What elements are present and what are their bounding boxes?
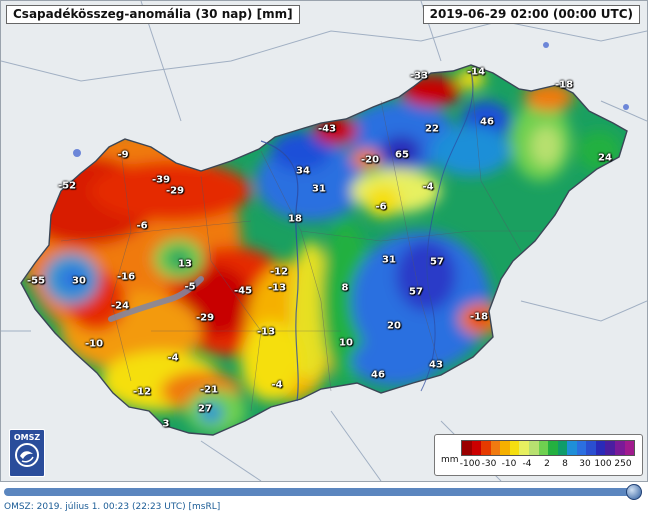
anomaly-value-label: 30 <box>72 275 86 287</box>
anomaly-value-label: 46 <box>480 116 494 128</box>
legend-color-bar <box>461 440 635 456</box>
legend-tick-label: -100 <box>459 459 481 469</box>
anomaly-value-label: -13 <box>267 282 287 294</box>
legend-tick-label: 250 <box>614 459 632 469</box>
legend-swatch <box>624 441 635 455</box>
legend-swatch <box>519 441 529 455</box>
anomaly-value-label: -5 <box>184 281 196 293</box>
anomaly-value-label: 3 <box>162 418 170 430</box>
anomaly-value-label: -6 <box>375 201 387 213</box>
legend-swatch <box>615 441 625 455</box>
anomaly-value-label: -16 <box>116 271 136 283</box>
anomaly-value-label: -14 <box>466 66 486 78</box>
anomaly-value-label: -12 <box>269 266 289 278</box>
omsz-logo: OMSZ <box>9 429 45 477</box>
anomaly-value-label: -29 <box>165 185 185 197</box>
anomaly-value-label: -43 <box>317 123 337 135</box>
anomaly-value-label: -20 <box>360 154 380 166</box>
anomaly-value-label: -4 <box>422 181 434 193</box>
legend-swatch <box>576 441 587 455</box>
anomaly-value-label: 34 <box>296 165 310 177</box>
anomaly-value-label: -10 <box>84 338 104 350</box>
anomaly-value-label: -21 <box>199 384 219 396</box>
precipitation-anomaly-map <box>1 1 647 481</box>
anomaly-value-label: -45 <box>233 285 253 297</box>
anomaly-value-label: -55 <box>26 275 46 287</box>
timeline-slider-handle[interactable] <box>626 484 642 500</box>
anomaly-value-label: 31 <box>382 254 396 266</box>
map-view[interactable]: -33 -14 -18 -43 22 46 -9 -20 65 24 -52 -39 -29 34 31 -4… <box>0 0 648 482</box>
legend-swatch <box>605 441 615 455</box>
legend-swatch <box>509 441 520 455</box>
anomaly-value-label: -12 <box>132 386 152 398</box>
map-legend: mm -100 -30 -10 -4 2 8 30 100 250 <box>434 434 643 476</box>
anomaly-value-label: -9 <box>117 149 129 161</box>
legend-tick-label: 2 <box>544 459 550 469</box>
anomaly-value-label: -4 <box>167 352 179 364</box>
anomaly-value-label: -18 <box>554 79 574 91</box>
legend-swatch <box>586 441 596 455</box>
legend-swatch <box>595 441 606 455</box>
anomaly-value-label: -4 <box>271 379 283 391</box>
legend-swatch <box>528 441 539 455</box>
legend-tick-label: 8 <box>562 459 568 469</box>
map-title: Csapadékösszeg-anomália (30 nap) [mm] <box>6 5 300 24</box>
omsz-emblem-icon <box>15 443 39 467</box>
legend-swatch <box>567 441 577 455</box>
legend-swatch <box>557 441 568 455</box>
anomaly-value-label: -24 <box>110 300 130 312</box>
anomaly-value-label: -18 <box>469 311 489 323</box>
legend-tick-label: -30 <box>481 459 497 469</box>
anomaly-value-label: 13 <box>178 258 192 270</box>
legend-swatch <box>481 441 491 455</box>
anomaly-value-label: -13 <box>256 326 276 338</box>
footer-source: OMSZ: 2019. július 1. 00:23 (22:23 UTC) … <box>4 502 221 512</box>
anomaly-value-label: -52 <box>57 180 77 192</box>
anomaly-value-label: 46 <box>371 369 385 381</box>
anomaly-value-label: -39 <box>151 174 171 186</box>
anomaly-value-label: 57 <box>430 256 444 268</box>
timeline-slider[interactable] <box>4 488 632 496</box>
anomaly-value-label: 65 <box>395 149 409 161</box>
anomaly-value-label: 57 <box>409 286 423 298</box>
legend-swatch <box>490 441 501 455</box>
omsz-logo-text: OMSZ <box>13 433 41 442</box>
legend-swatch <box>548 441 558 455</box>
anomaly-value-label: 18 <box>288 213 302 225</box>
map-timestamp: 2019-06-29 02:00 (00:00 UTC) <box>422 5 640 24</box>
anomaly-value-label: 22 <box>425 123 439 135</box>
legend-tick-label: -4 <box>522 459 532 469</box>
anomaly-value-label: -6 <box>136 220 148 232</box>
anomaly-value-label: 27 <box>198 403 212 415</box>
anomaly-value-label: -33 <box>409 70 429 82</box>
legend-swatch <box>538 441 549 455</box>
anomaly-value-label: -29 <box>195 312 215 324</box>
anomaly-value-label: 20 <box>387 320 401 332</box>
anomaly-value-label: 24 <box>598 152 612 164</box>
legend-tick-label: 100 <box>594 459 612 469</box>
legend-swatch <box>462 441 472 455</box>
legend-tick-label: 30 <box>579 459 591 469</box>
anomaly-value-label: 31 <box>312 183 326 195</box>
legend-unit: mm <box>441 455 459 465</box>
legend-swatch <box>500 441 510 455</box>
legend-tick-label: -10 <box>501 459 517 469</box>
legend-swatch <box>471 441 482 455</box>
anomaly-value-label: 10 <box>339 337 353 349</box>
anomaly-value-label: 8 <box>341 282 349 294</box>
anomaly-value-label: 43 <box>429 359 443 371</box>
